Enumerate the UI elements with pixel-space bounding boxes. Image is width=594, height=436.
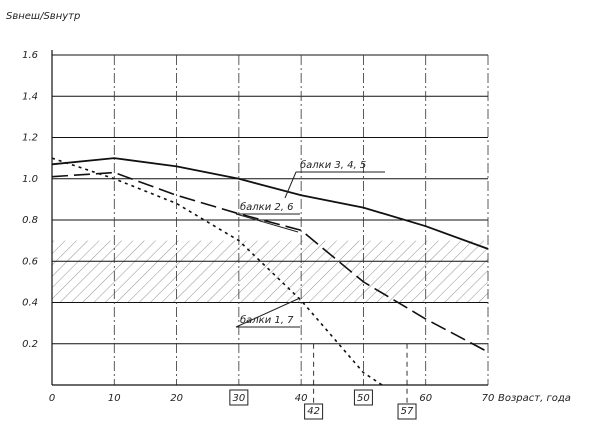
age-label: 42 [307,406,320,417]
y-tick-label: 0.4 [22,298,38,309]
age-box [304,403,324,420]
tick-box [353,389,373,406]
x-axis-label: Возраст, года [498,393,571,404]
age-box [397,403,417,420]
series-label: балки 1, 7 [240,314,294,326]
series-line [51,157,383,386]
x-tick-label: 70 [482,393,495,404]
series-line [51,157,489,250]
series-line [51,171,489,353]
series-label: балки 2, 6 [240,201,294,213]
hatched-band [52,240,488,303]
y-tick-label: 0.6 [22,256,38,267]
x-tick-label: 50 [357,393,370,404]
x-tick-label: 60 [419,393,432,404]
x-tick-label: 0 [49,393,55,404]
series-label: балки 3, 4, 5 [300,159,366,171]
y-tick-label: 1.4 [22,91,38,102]
y-tick-label: 0.2 [22,339,38,350]
y-tick-label: 1.6 [22,50,38,61]
tick-box [229,389,249,406]
x-tick-label: 10 [108,393,121,404]
y-axis-label: Sвнеш/Sвнутр [6,11,80,22]
y-tick-label: 1.2 [22,133,38,144]
x-tick-label: 30 [232,393,245,404]
age-label: 57 [401,406,414,417]
y-tick-label: 1.0 [22,174,38,185]
y-tick-label: 0.8 [22,215,38,226]
label-leader [284,171,297,199]
label-leader [235,213,299,233]
x-tick-label: 40 [295,393,308,404]
label-leader [235,297,301,328]
x-tick-label: 20 [170,393,183,404]
